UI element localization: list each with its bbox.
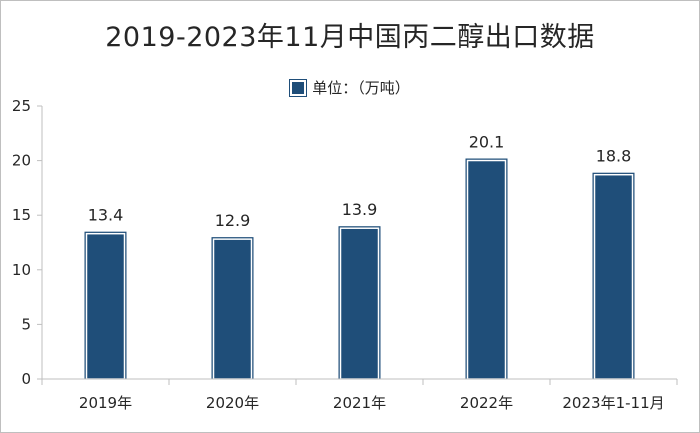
bar-4 bbox=[593, 173, 634, 380]
y-tick-label-4: 20 bbox=[12, 152, 31, 170]
y-tick-label-2: 10 bbox=[12, 261, 31, 279]
legend-label: 单位：（万吨） bbox=[312, 79, 410, 97]
y-axis-ticks: 0 5 10 15 20 25 bbox=[12, 97, 31, 388]
x-category-label-2: 2021年 bbox=[333, 394, 386, 412]
data-label-2: 13.9 bbox=[342, 200, 378, 219]
data-label-0: 13.4 bbox=[88, 206, 124, 225]
data-label-1: 12.9 bbox=[215, 211, 251, 230]
legend-swatch-icon bbox=[289, 78, 308, 97]
x-category-label-3: 2022年 bbox=[460, 394, 513, 412]
bar-0 bbox=[85, 232, 126, 380]
y-tick-label-3: 15 bbox=[12, 206, 31, 224]
bar-3 bbox=[466, 159, 507, 380]
bar-2 bbox=[339, 227, 380, 380]
x-category-label-0: 2019年 bbox=[79, 394, 132, 412]
bars-group: 13.4 12.9 13.9 20.1 18.8 bbox=[84, 133, 635, 380]
chart-title: 2019-2023年11月中国丙二醇出口数据 bbox=[105, 22, 595, 53]
chart-legend: 单位：（万吨） bbox=[1, 77, 699, 98]
y-tick-label-0: 0 bbox=[21, 370, 31, 388]
y-tick-label-1: 5 bbox=[21, 315, 31, 333]
x-category-label-4: 2023年1-11月 bbox=[562, 394, 664, 412]
y-tick-label-5: 25 bbox=[12, 97, 31, 115]
data-label-4: 18.8 bbox=[596, 147, 632, 166]
x-axis: 2019年 2020年 2021年 2022年 2023年1-11月 bbox=[37, 105, 678, 412]
bar-1 bbox=[212, 238, 253, 380]
data-label-3: 20.1 bbox=[469, 133, 505, 152]
x-category-label-1: 2020年 bbox=[206, 394, 259, 412]
